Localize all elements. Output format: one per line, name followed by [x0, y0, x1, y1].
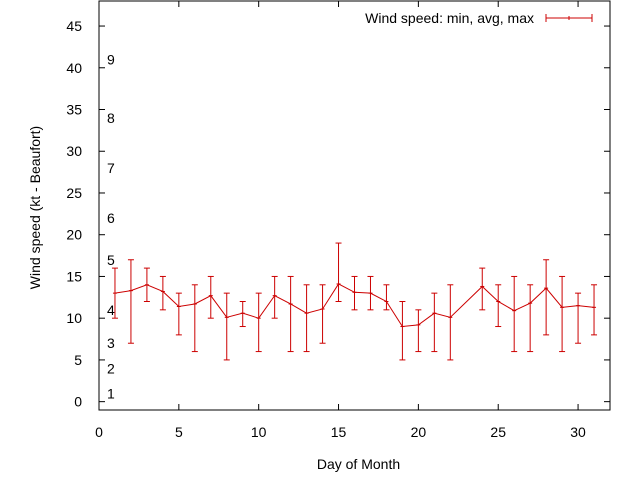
series	[111, 242, 598, 361]
y-tick-label: 30	[66, 143, 82, 159]
x-tick-label: 25	[490, 424, 506, 440]
beaufort-label: 2	[107, 360, 115, 376]
x-tick-label: 20	[411, 424, 427, 440]
x-tick-label: 5	[175, 424, 183, 440]
legend: Wind speed: min, avg, max	[365, 10, 593, 26]
x-tick-label: 10	[251, 424, 267, 440]
beaufort-label: 7	[107, 160, 115, 176]
axes	[98, 0, 611, 411]
beaufort-label: 6	[107, 210, 115, 226]
y-tick-label: 5	[74, 352, 82, 368]
y-tick-label: 40	[66, 60, 82, 76]
plot-frame	[98, 0, 611, 411]
series-line	[114, 283, 595, 328]
beaufort-label: 1	[107, 385, 115, 401]
beaufort-label: 3	[107, 335, 115, 351]
x-tick-label: 30	[570, 424, 586, 440]
x-tick-label: 0	[95, 424, 103, 440]
beaufort-label: 5	[107, 252, 115, 268]
y-tick-label: 45	[66, 18, 82, 34]
y-tick-label: 15	[66, 268, 82, 284]
x-tick-label: 15	[331, 424, 347, 440]
y-tick-label: 0	[74, 394, 82, 410]
beaufort-label: 9	[107, 51, 115, 67]
y-tick-label: 25	[66, 185, 82, 201]
y-axis-title: Wind speed (kt - Beaufort)	[27, 126, 43, 289]
legend-label: Wind speed: min, avg, max	[365, 10, 534, 26]
beaufort-label: 8	[107, 110, 115, 126]
beaufort-labels: 1 2 3 4 5 6 7 8 9	[107, 51, 115, 401]
beaufort-label: 4	[107, 302, 115, 318]
y-tick-label: 10	[66, 310, 82, 326]
x-axis-title: Day of Month	[317, 456, 400, 472]
y-tick-label: 20	[66, 227, 82, 243]
y-tick-label: 35	[66, 102, 82, 118]
